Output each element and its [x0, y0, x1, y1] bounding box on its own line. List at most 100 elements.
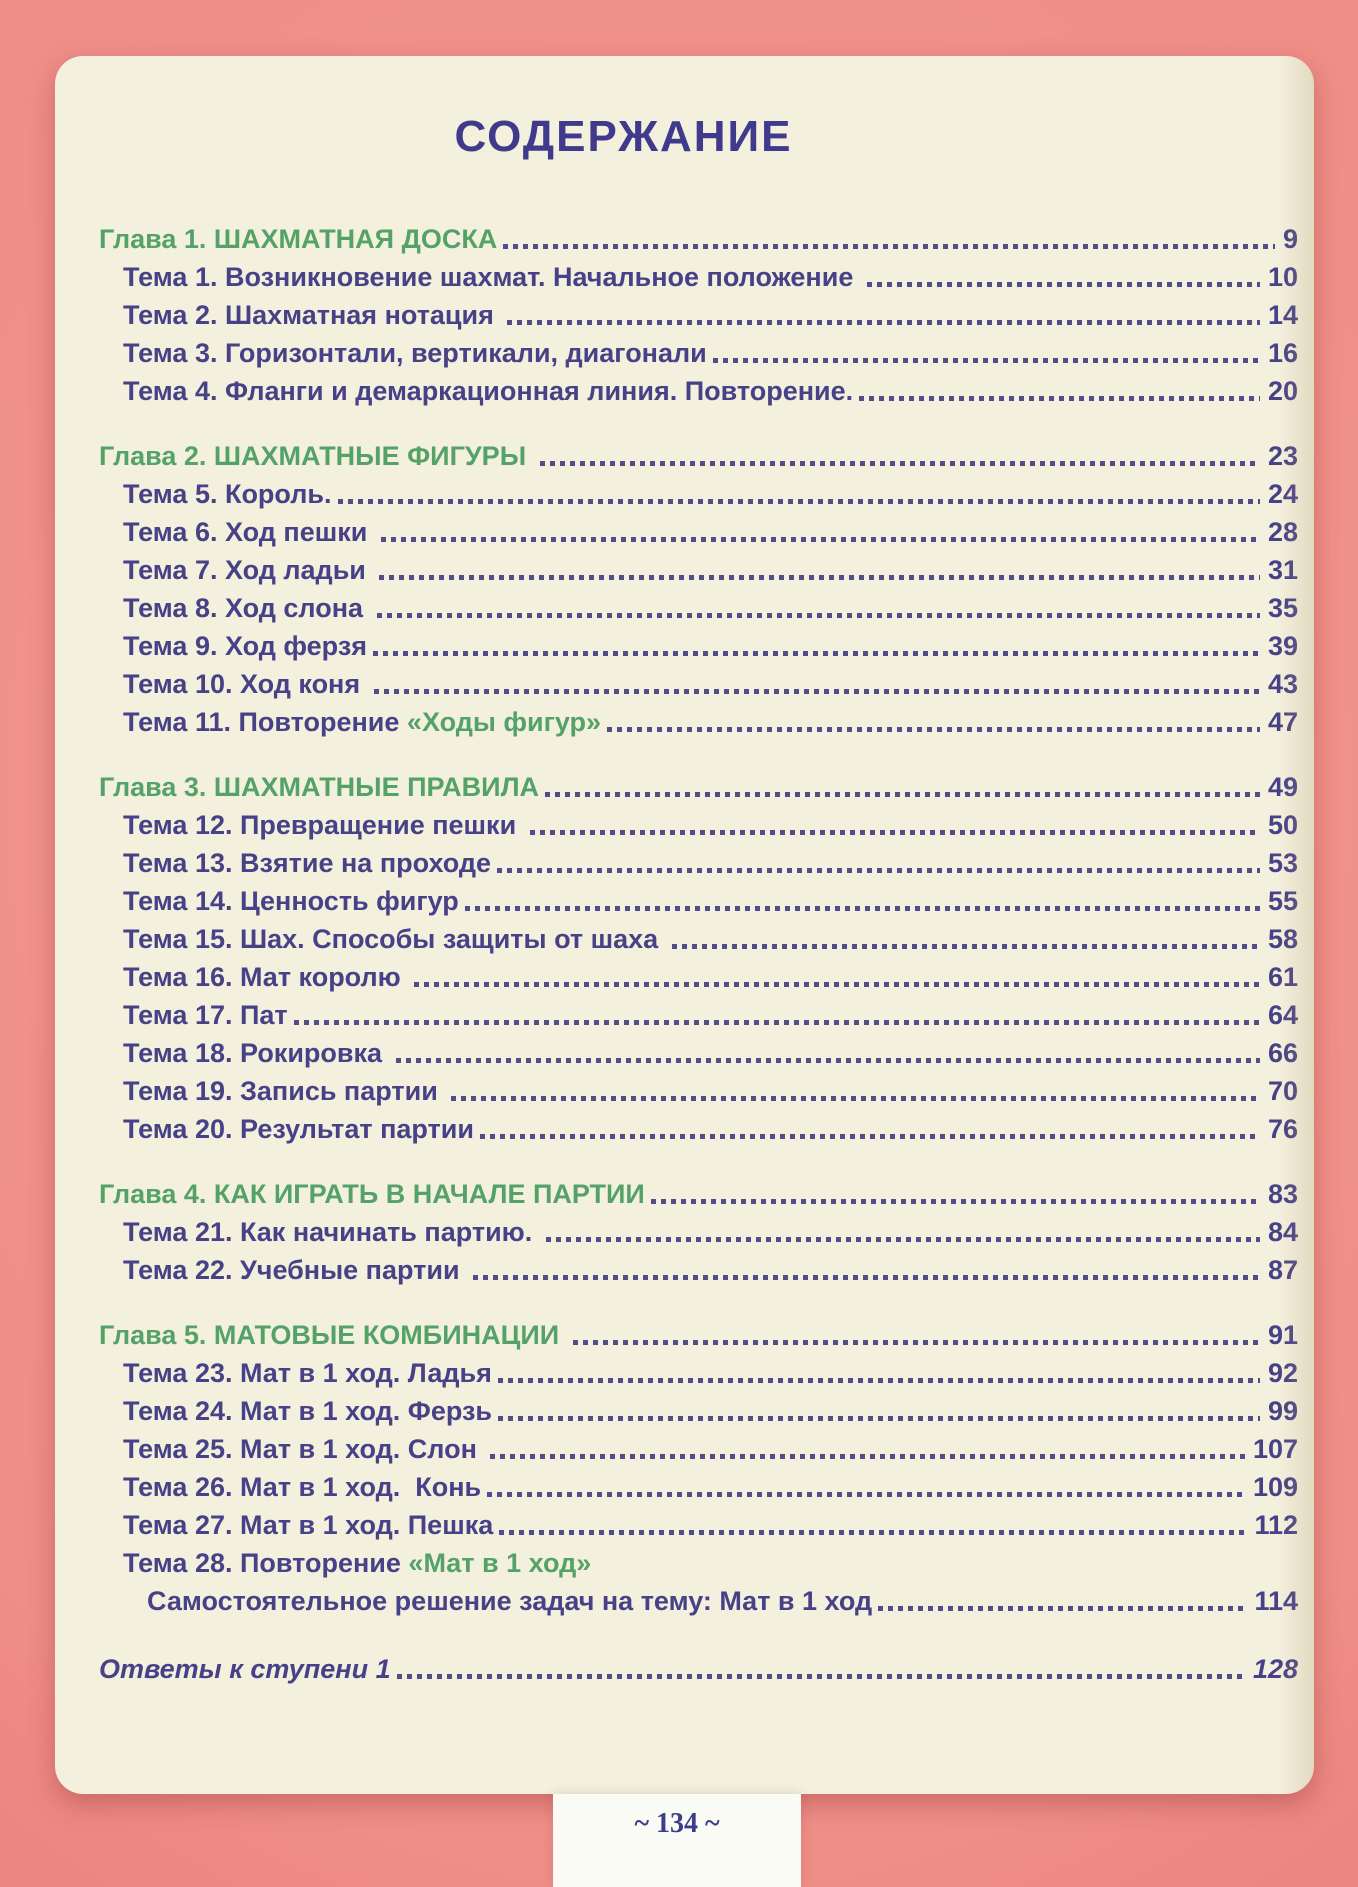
toc-entry: Тема 13. Взятие на проходе 53 [99, 844, 1298, 882]
entry-page-number: 99 [1267, 1396, 1298, 1426]
entry-page-number: 128 [1252, 1654, 1298, 1684]
chapter-entry: Глава 3. ШАХМАТНЫЕ ПРАВИЛА 49 [99, 768, 1298, 806]
toc-entry: Тема 19. Запись партии 70 [99, 1072, 1298, 1110]
entry-label: Тема 14. Ценность фигур [123, 886, 459, 916]
entry-page-number: 83 [1267, 1179, 1298, 1209]
dot-leader [373, 651, 1260, 656]
entry-label: Тема 24. Мат в 1 ход. Ферзь [123, 1396, 492, 1426]
toc-entry: Тема 25. Мат в 1 ход. Слон 107 [99, 1430, 1298, 1468]
answers-entry: Ответы к ступени 1 128 [99, 1650, 1298, 1688]
toc-entry: Тема 24. Мат в 1 ход. Ферзь 99 [99, 1392, 1298, 1430]
toc-entry: Тема 18. Рокировка 66 [99, 1034, 1298, 1072]
entry-label: Тема 7. Ход ладьи [123, 555, 374, 585]
entry-label: Тема 10. Ход коня [123, 669, 368, 699]
toc-entry: Тема 20. Результат партии 76 [99, 1110, 1298, 1148]
toc-entry: Тема 27. Мат в 1 ход. Пешка 112 [99, 1506, 1298, 1544]
page-title: СОДЕРЖАНИЕ [454, 112, 793, 161]
entry-page-number: 50 [1267, 810, 1298, 840]
toc-section: Глава 2. ШАХМАТНЫЕ ФИГУРЫ 23 Тема 5. Коро… [99, 437, 1298, 741]
dot-leader [373, 689, 1260, 694]
toc-entry: Тема 7. Ход ладьи 31 [99, 551, 1298, 589]
entry-label: Тема 21. Как начинать партию. [123, 1217, 540, 1247]
toc-entry: Тема 4. Фланги и демаркационная линия. П… [99, 372, 1298, 410]
entry-page-number: 16 [1267, 338, 1298, 368]
toc-entry: Тема 16. Мат королю 61 [99, 958, 1298, 996]
dot-leader [293, 1020, 1260, 1025]
entry-label: Тема 9. Ход ферзя [123, 631, 367, 661]
toc-entry: Тема 10. Ход коня 43 [99, 665, 1298, 703]
dot-leader [545, 792, 1260, 797]
toc-entry: Тема 2. Шахматная нотация 14 [99, 296, 1298, 334]
entry-label: Тема 4. Фланги и демаркационная линия. П… [123, 376, 854, 406]
toc-section: Глава 1. ШАХМАТНАЯ ДОСКА 9 Тема 1. Возникн… [99, 220, 1298, 410]
entry-page-number: 23 [1267, 441, 1298, 471]
dot-leader [529, 830, 1260, 835]
entry-label: Тема 8. Ход слона [123, 593, 371, 623]
entry-page-number: 76 [1267, 1114, 1298, 1144]
entry-label: Тема 28. Повторение [123, 1548, 409, 1578]
dot-leader [866, 282, 1260, 287]
toc-entry: Тема 1. Возникновение шахмат. Начальное … [99, 258, 1298, 296]
entry-label: Тема 25. Мат в 1 ход. Слон [123, 1434, 485, 1464]
toc-entry: Тема 3. Горизонтали, вертикали, диагонал… [99, 334, 1298, 372]
dot-leader [539, 461, 1260, 466]
entry-label: Тема 1. Возникновение шахмат. Начальное … [123, 262, 861, 292]
dot-leader [464, 906, 1260, 911]
toc-entry: Тема 21. Как начинать партию. 84 [99, 1213, 1298, 1251]
chapter-entry: Глава 4. КАК ИГРАТЬ В НАЧАЛЕ ПАРТИИ 83 [99, 1175, 1298, 1213]
entry-page-number: 31 [1267, 555, 1298, 585]
entry-label: Глава 1. ШАХМАТНАЯ ДОСКА [99, 224, 498, 254]
entry-page-number: 114 [1254, 1586, 1298, 1616]
entry-page-number: 61 [1267, 962, 1298, 992]
toc-entry: Тема 28. Повторение «Мат в 1 ход» [99, 1544, 1298, 1582]
entry-label: Глава 3. ШАХМАТНЫЕ ПРАВИЛА [99, 772, 540, 802]
entry-page-number: 43 [1267, 669, 1298, 699]
entry-label: Тема 13. Взятие на проходе [123, 848, 492, 878]
toc-section: Глава 5. МАТОВЫЕ КОМБИНАЦИИ 91 Тема 23. М… [99, 1316, 1298, 1620]
entry-label: Самостоятельное решение задач на тему: М… [147, 1586, 873, 1616]
toc-entry: Тема 8. Ход слона 35 [99, 589, 1298, 627]
entry-page-number: 109 [1252, 1472, 1298, 1502]
dot-leader [650, 1199, 1260, 1204]
entry-label-green: «Ходы фигур» [406, 707, 602, 737]
dot-leader [490, 1454, 1245, 1459]
folio-page-number: ~ 134 ~ [634, 1808, 720, 1839]
entry-label: Тема 22. Учебные партии [123, 1255, 468, 1285]
entry-page-number: 49 [1267, 772, 1298, 802]
entry-page-number: 53 [1267, 848, 1298, 878]
entry-page-number: 24 [1267, 479, 1298, 509]
dot-leader [376, 613, 1260, 618]
dot-leader [379, 575, 1260, 580]
entry-page-number: 39 [1267, 631, 1298, 661]
dot-leader [479, 1134, 1260, 1139]
toc-entry: Тема 6. Ход пешки 28 [99, 513, 1298, 551]
entry-page-number: 20 [1267, 376, 1298, 406]
entry-label: Тема 20. Результат партии [123, 1114, 474, 1144]
entry-label: Ответы к ступени 1 [99, 1654, 391, 1684]
entry-label: Тема 23. Мат в 1 ход. Ладья [123, 1358, 492, 1388]
dot-leader [859, 396, 1260, 401]
dot-leader [878, 1606, 1247, 1611]
toc-entry: Тема 17. Пат 64 [99, 996, 1298, 1034]
entry-page-number: 87 [1267, 1255, 1298, 1285]
toc-entry: Тема 11. Повторение «Ходы фигур» 47 [99, 703, 1298, 741]
entry-page-number: 55 [1267, 886, 1298, 916]
dot-leader [712, 358, 1260, 363]
entry-page-number: 92 [1267, 1358, 1298, 1388]
entry-page-number: 58 [1267, 924, 1298, 954]
toc: Глава 1. ШАХМАТНАЯ ДОСКА 9 Тема 1. Возникн… [99, 220, 1298, 1688]
entry-page-number: 66 [1267, 1038, 1298, 1068]
toc-entry: Тема 26. Мат в 1 ход. Конь 109 [99, 1468, 1298, 1506]
dot-leader [396, 1674, 1245, 1679]
entry-label: Тема 12. Превращение пешки [123, 810, 524, 840]
toc-section: Глава 4. КАК ИГРАТЬ В НАЧАЛЕ ПАРТИИ 83 Тем… [99, 1175, 1298, 1289]
chapter-entry: Глава 5. МАТОВЫЕ КОМБИНАЦИИ 91 [99, 1316, 1298, 1354]
dot-leader [499, 1530, 1247, 1535]
next-page-edge: ~ 134 ~ [553, 1794, 801, 1887]
dot-leader [671, 944, 1260, 949]
book-page: СОДЕРЖАНИЕ Глава 1. ШАХМАТНАЯ ДОСКА 9 Тема… [55, 56, 1314, 1794]
entry-page-number: 64 [1267, 1000, 1298, 1030]
entry-label: Тема 15. Шах. Способы защиты от шаха [123, 924, 666, 954]
entry-label: Тема 17. Пат [123, 1000, 288, 1030]
entry-page-number: 14 [1267, 300, 1298, 330]
